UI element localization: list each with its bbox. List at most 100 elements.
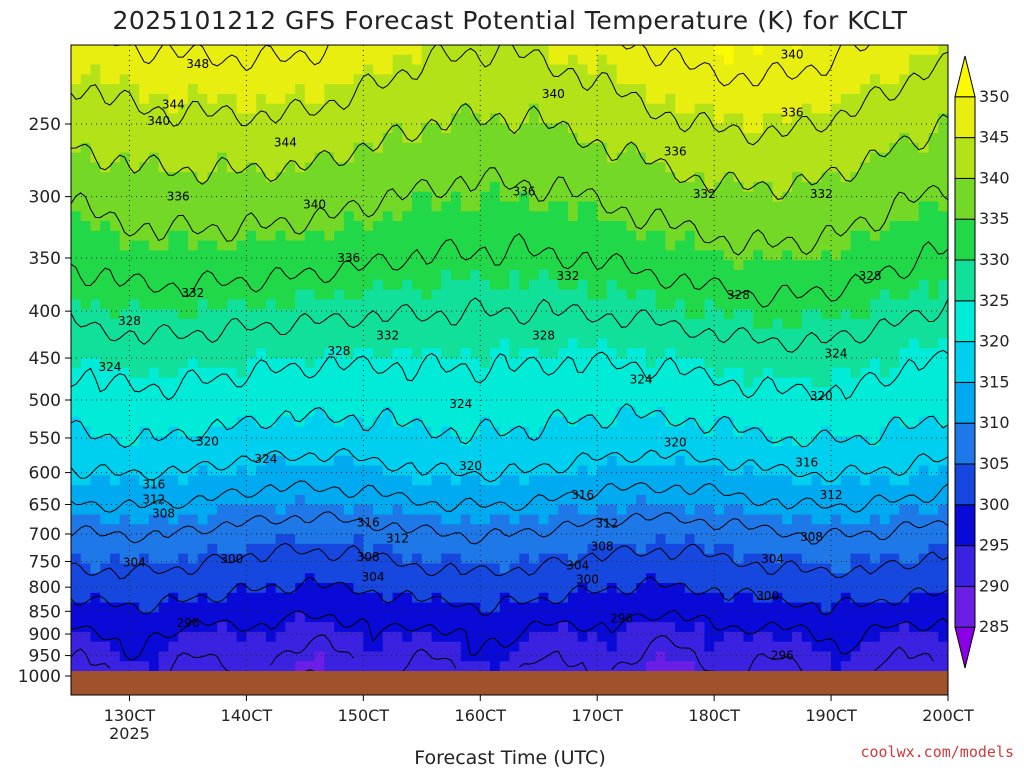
theta-cell [626, 465, 637, 476]
theta-cell [460, 64, 472, 75]
theta-cell [178, 93, 189, 105]
theta-cell [558, 446, 569, 457]
theta-cell [343, 191, 355, 203]
theta-cell [382, 162, 394, 173]
theta-cell [714, 377, 725, 388]
theta-cell [265, 367, 277, 379]
theta-cell [90, 93, 101, 105]
theta-cell [226, 504, 238, 516]
theta-cell [343, 573, 355, 584]
theta-cell [324, 45, 335, 56]
theta-cell [275, 84, 286, 95]
theta-cell [236, 524, 247, 535]
theta-cell [392, 436, 403, 447]
theta-cell [616, 504, 628, 516]
theta-cell [519, 534, 530, 545]
theta-cell [528, 181, 540, 193]
theta-cell [636, 426, 647, 437]
theta-cell [694, 446, 705, 457]
theta-cell [421, 103, 433, 115]
theta-cell [90, 123, 101, 134]
theta-cell [197, 358, 209, 369]
theta-cell [762, 309, 774, 320]
theta-cell [392, 563, 403, 574]
theta-cell [285, 240, 296, 252]
theta-cell [119, 612, 131, 623]
theta-cell [538, 651, 550, 662]
theta-cell [431, 602, 442, 613]
theta-cell [714, 465, 725, 476]
theta-cell [80, 406, 92, 418]
theta-cell [80, 142, 92, 154]
theta-cell [324, 485, 335, 496]
theta-cell [587, 641, 598, 653]
theta-cell [762, 348, 774, 359]
theta-cell [265, 485, 277, 496]
theta-cell [636, 504, 647, 516]
theta-cell [772, 485, 783, 496]
theta-cell [743, 475, 754, 486]
theta-cell [714, 582, 725, 594]
theta-cell [148, 426, 160, 437]
theta-cell [714, 250, 725, 261]
theta-cell [265, 514, 277, 525]
theta-cell [314, 514, 325, 525]
theta-cell [431, 103, 442, 115]
theta-cell [655, 93, 667, 105]
theta-cell [558, 387, 569, 398]
theta-cell [821, 387, 832, 398]
theta-cell [148, 64, 160, 75]
theta-cell [168, 269, 179, 281]
theta-cell [772, 426, 783, 437]
theta-cell [373, 93, 384, 105]
theta-cell [538, 397, 550, 408]
theta-cell [606, 240, 618, 252]
theta-cell [402, 582, 413, 594]
theta-cell [314, 622, 325, 633]
theta-cell [421, 426, 433, 437]
theta-cell [762, 446, 774, 457]
theta-cell [684, 328, 696, 340]
theta-cell [168, 211, 179, 222]
theta-cell [304, 475, 316, 486]
theta-cell [723, 573, 735, 584]
theta-cell [217, 582, 228, 594]
theta-cell [226, 475, 238, 486]
theta-cell [762, 328, 774, 340]
theta-cell [90, 631, 101, 643]
theta-cell [451, 475, 462, 486]
theta-cell [314, 367, 325, 379]
theta-cell [285, 397, 296, 408]
theta-cell [577, 475, 589, 486]
theta-cell [392, 573, 403, 584]
theta-cell [684, 651, 696, 662]
theta-cell [499, 582, 511, 594]
theta-cell [772, 54, 783, 66]
theta-cell [412, 201, 423, 212]
theta-cell [139, 397, 150, 408]
theta-cell [509, 338, 520, 349]
theta-cell [460, 436, 472, 447]
theta-cell [655, 172, 667, 183]
theta-cell [714, 142, 725, 154]
theta-cell [538, 534, 550, 545]
theta-cell [197, 592, 209, 604]
theta-cell [665, 221, 676, 232]
theta-cell [519, 201, 530, 212]
theta-cell [80, 45, 92, 56]
theta-cell [285, 504, 296, 516]
theta-cell [762, 406, 774, 418]
theta-cell [665, 367, 676, 379]
theta-cell [587, 416, 598, 428]
theta-cell [626, 152, 637, 163]
theta-cell [246, 240, 257, 252]
theta-cell [490, 631, 501, 643]
theta-cell [324, 465, 335, 476]
theta-cell [626, 162, 637, 173]
theta-cell [675, 514, 686, 525]
theta-cell [723, 152, 735, 163]
theta-cell [236, 612, 247, 623]
theta-cell [567, 485, 579, 496]
theta-cell [772, 133, 783, 144]
theta-cell [187, 475, 199, 486]
